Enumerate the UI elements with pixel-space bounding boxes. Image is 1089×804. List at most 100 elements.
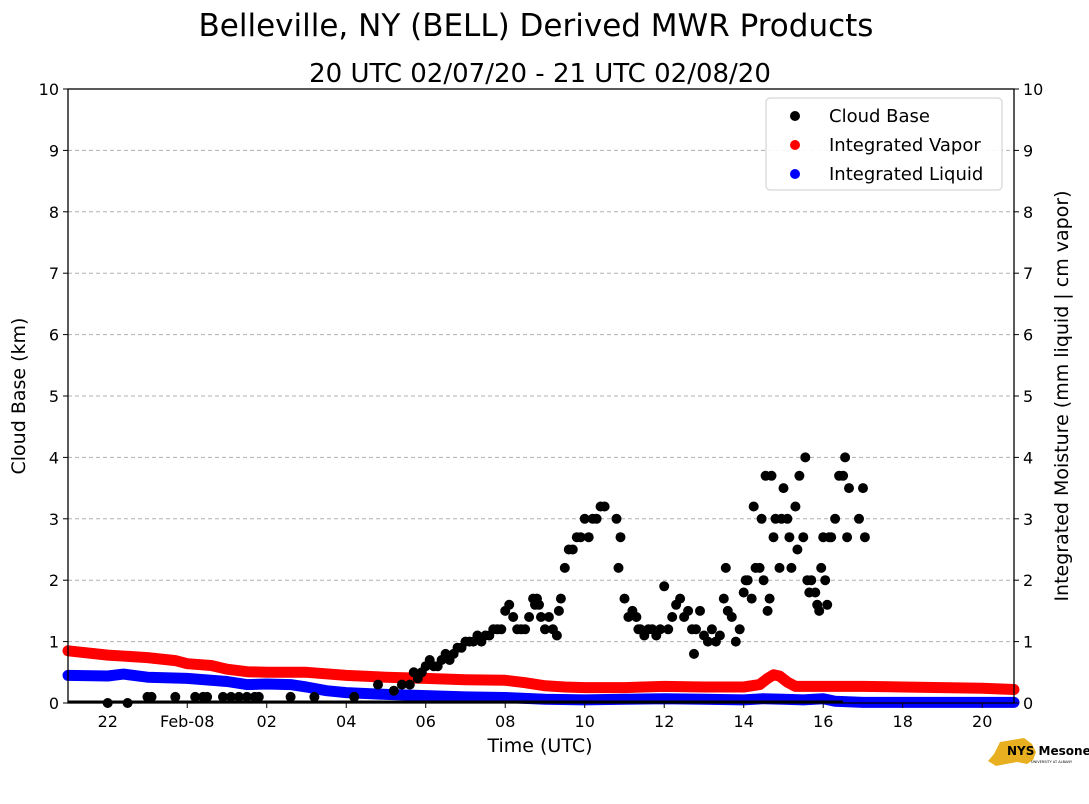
cloud-base-point — [689, 648, 699, 659]
cloud-base-point — [536, 612, 546, 622]
cloud-base-point — [838, 470, 849, 481]
cloud-base-point — [810, 587, 821, 598]
cloud-base-point — [615, 532, 626, 543]
cloud-base-point — [858, 483, 868, 494]
cloud-base-point — [388, 685, 399, 696]
x-tick-label: 02 — [257, 712, 277, 731]
cloud-base-point — [830, 513, 841, 524]
y-axis-left-label: Cloud Base (km) — [8, 318, 30, 475]
cloud-base-point — [683, 605, 694, 616]
cloud-base-point — [599, 501, 610, 512]
y-left-tick-label: 0 — [49, 694, 59, 713]
cloud-base-point — [663, 624, 674, 635]
cloud-base-point — [613, 562, 624, 573]
cloud-base-point — [524, 612, 535, 622]
cloud-base-point — [619, 593, 630, 604]
cloud-base-point — [814, 605, 825, 616]
y-right-tick-label: 1 — [1023, 633, 1033, 652]
cloud-base-point — [714, 630, 725, 641]
legend: Cloud Base Integrated Vapor Integrated L… — [765, 97, 1003, 191]
y-right-tick-label: 10 — [1023, 80, 1043, 99]
cloud-base-point — [764, 593, 775, 604]
cloud-base-point — [748, 501, 759, 512]
cloud-base-point — [508, 612, 519, 622]
cloud-base-point — [496, 624, 507, 635]
legend-marker-integrated-liquid — [790, 169, 800, 179]
y-axis-right-label: Integrated Moisture (mm liquid | cm vapo… — [1051, 190, 1073, 601]
cloud-base-point — [285, 691, 296, 702]
x-tick-label: 18 — [893, 712, 913, 731]
cloud-base-point — [583, 532, 594, 543]
x-tick-label: 06 — [416, 712, 436, 731]
y-right-tick-label: 4 — [1023, 448, 1033, 467]
cloud-base-point — [404, 679, 415, 690]
y-right-tick-label: 9 — [1023, 141, 1033, 160]
cloud-base-point — [702, 636, 713, 647]
cloud-base-point — [534, 599, 544, 610]
cloud-base-point — [718, 593, 729, 604]
cloud-base-point — [695, 605, 705, 616]
y-right-tick-label: 5 — [1023, 387, 1033, 406]
legend-label-integrated-liquid: Integrated Liquid — [829, 164, 983, 185]
cloud-base-point — [746, 593, 757, 604]
cloud-base-point — [854, 513, 864, 524]
x-tick-label: Feb-08 — [160, 712, 214, 731]
legend-label-cloud-base: Cloud Base — [829, 106, 930, 127]
y-left-tick-label: 3 — [49, 510, 59, 529]
x-tick-label: 22 — [98, 712, 118, 731]
cloud-base-point — [655, 624, 666, 635]
cloud-base-point — [790, 501, 801, 512]
cloud-base-point — [675, 593, 686, 604]
x-tick-label: 04 — [336, 712, 356, 731]
cloud-base-point — [738, 587, 749, 598]
cloud-base-point — [706, 624, 717, 635]
cloud-base-point — [567, 544, 578, 555]
cloud-base-point — [820, 575, 831, 586]
legend-marker-cloud-base — [790, 111, 800, 121]
cloud-base-point — [543, 612, 554, 622]
y-axis-left: 0 1 2 3 4 5 6 7 8 9 10 — [39, 80, 68, 713]
chart-subtitle: 20 UTC 02/07/20 - 21 UTC 02/08/20 — [309, 59, 771, 89]
gridlines — [68, 149, 1014, 643]
cloud-base-point — [551, 630, 562, 641]
cloud-base-point — [218, 691, 228, 702]
cloud-base-point — [766, 470, 777, 481]
x-axis: 22 Feb-08 02 04 06 08 10 12 14 16 18 20 — [98, 703, 992, 731]
cloud-base-point — [349, 691, 360, 702]
cloud-base-point — [726, 612, 737, 622]
y-right-tick-label: 8 — [1023, 203, 1033, 222]
cloud-base-point — [782, 513, 793, 524]
x-tick-label: 14 — [734, 712, 754, 731]
cloud-base-point — [253, 691, 264, 702]
cloud-base-point — [798, 532, 809, 543]
cloud-base-point — [575, 532, 586, 543]
cloud-base-point — [774, 562, 785, 573]
cloud-base-point — [611, 513, 622, 524]
y-left-tick-label: 5 — [49, 387, 59, 406]
mesonet-logo: NYS Mesonet UNIVERSITY AT ALBANY — [988, 738, 1089, 766]
cloud-base-point — [730, 636, 741, 647]
y-right-tick-label: 3 — [1023, 510, 1033, 529]
cloud-base-point — [667, 612, 678, 622]
chart-title: Belleville, NY (BELL) Derived MWR Produc… — [199, 8, 874, 44]
y-left-tick-label: 4 — [49, 448, 59, 467]
cloud-base-point — [553, 605, 564, 616]
x-tick-label: 08 — [495, 712, 515, 731]
cloud-base-point — [786, 562, 797, 573]
cloud-base-point — [190, 691, 201, 702]
cloud-base-point — [754, 562, 765, 573]
ny-state-map-icon — [988, 738, 1036, 766]
cloud-base-point — [555, 593, 566, 604]
cloud-base-point — [784, 532, 795, 543]
x-tick-label: 20 — [972, 712, 992, 731]
cloud-base-point — [720, 562, 731, 573]
cloud-base-point — [659, 581, 670, 592]
cloud-base-point — [520, 624, 531, 635]
cloud-base-point — [226, 691, 236, 702]
y-right-tick-label: 6 — [1023, 326, 1033, 345]
cloud-base-point — [859, 532, 870, 543]
legend-label-integrated-vapor: Integrated Vapor — [829, 135, 981, 156]
y-left-tick-label: 10 — [39, 80, 59, 99]
y-left-tick-label: 8 — [49, 203, 59, 222]
cloud-base-point — [806, 575, 817, 586]
